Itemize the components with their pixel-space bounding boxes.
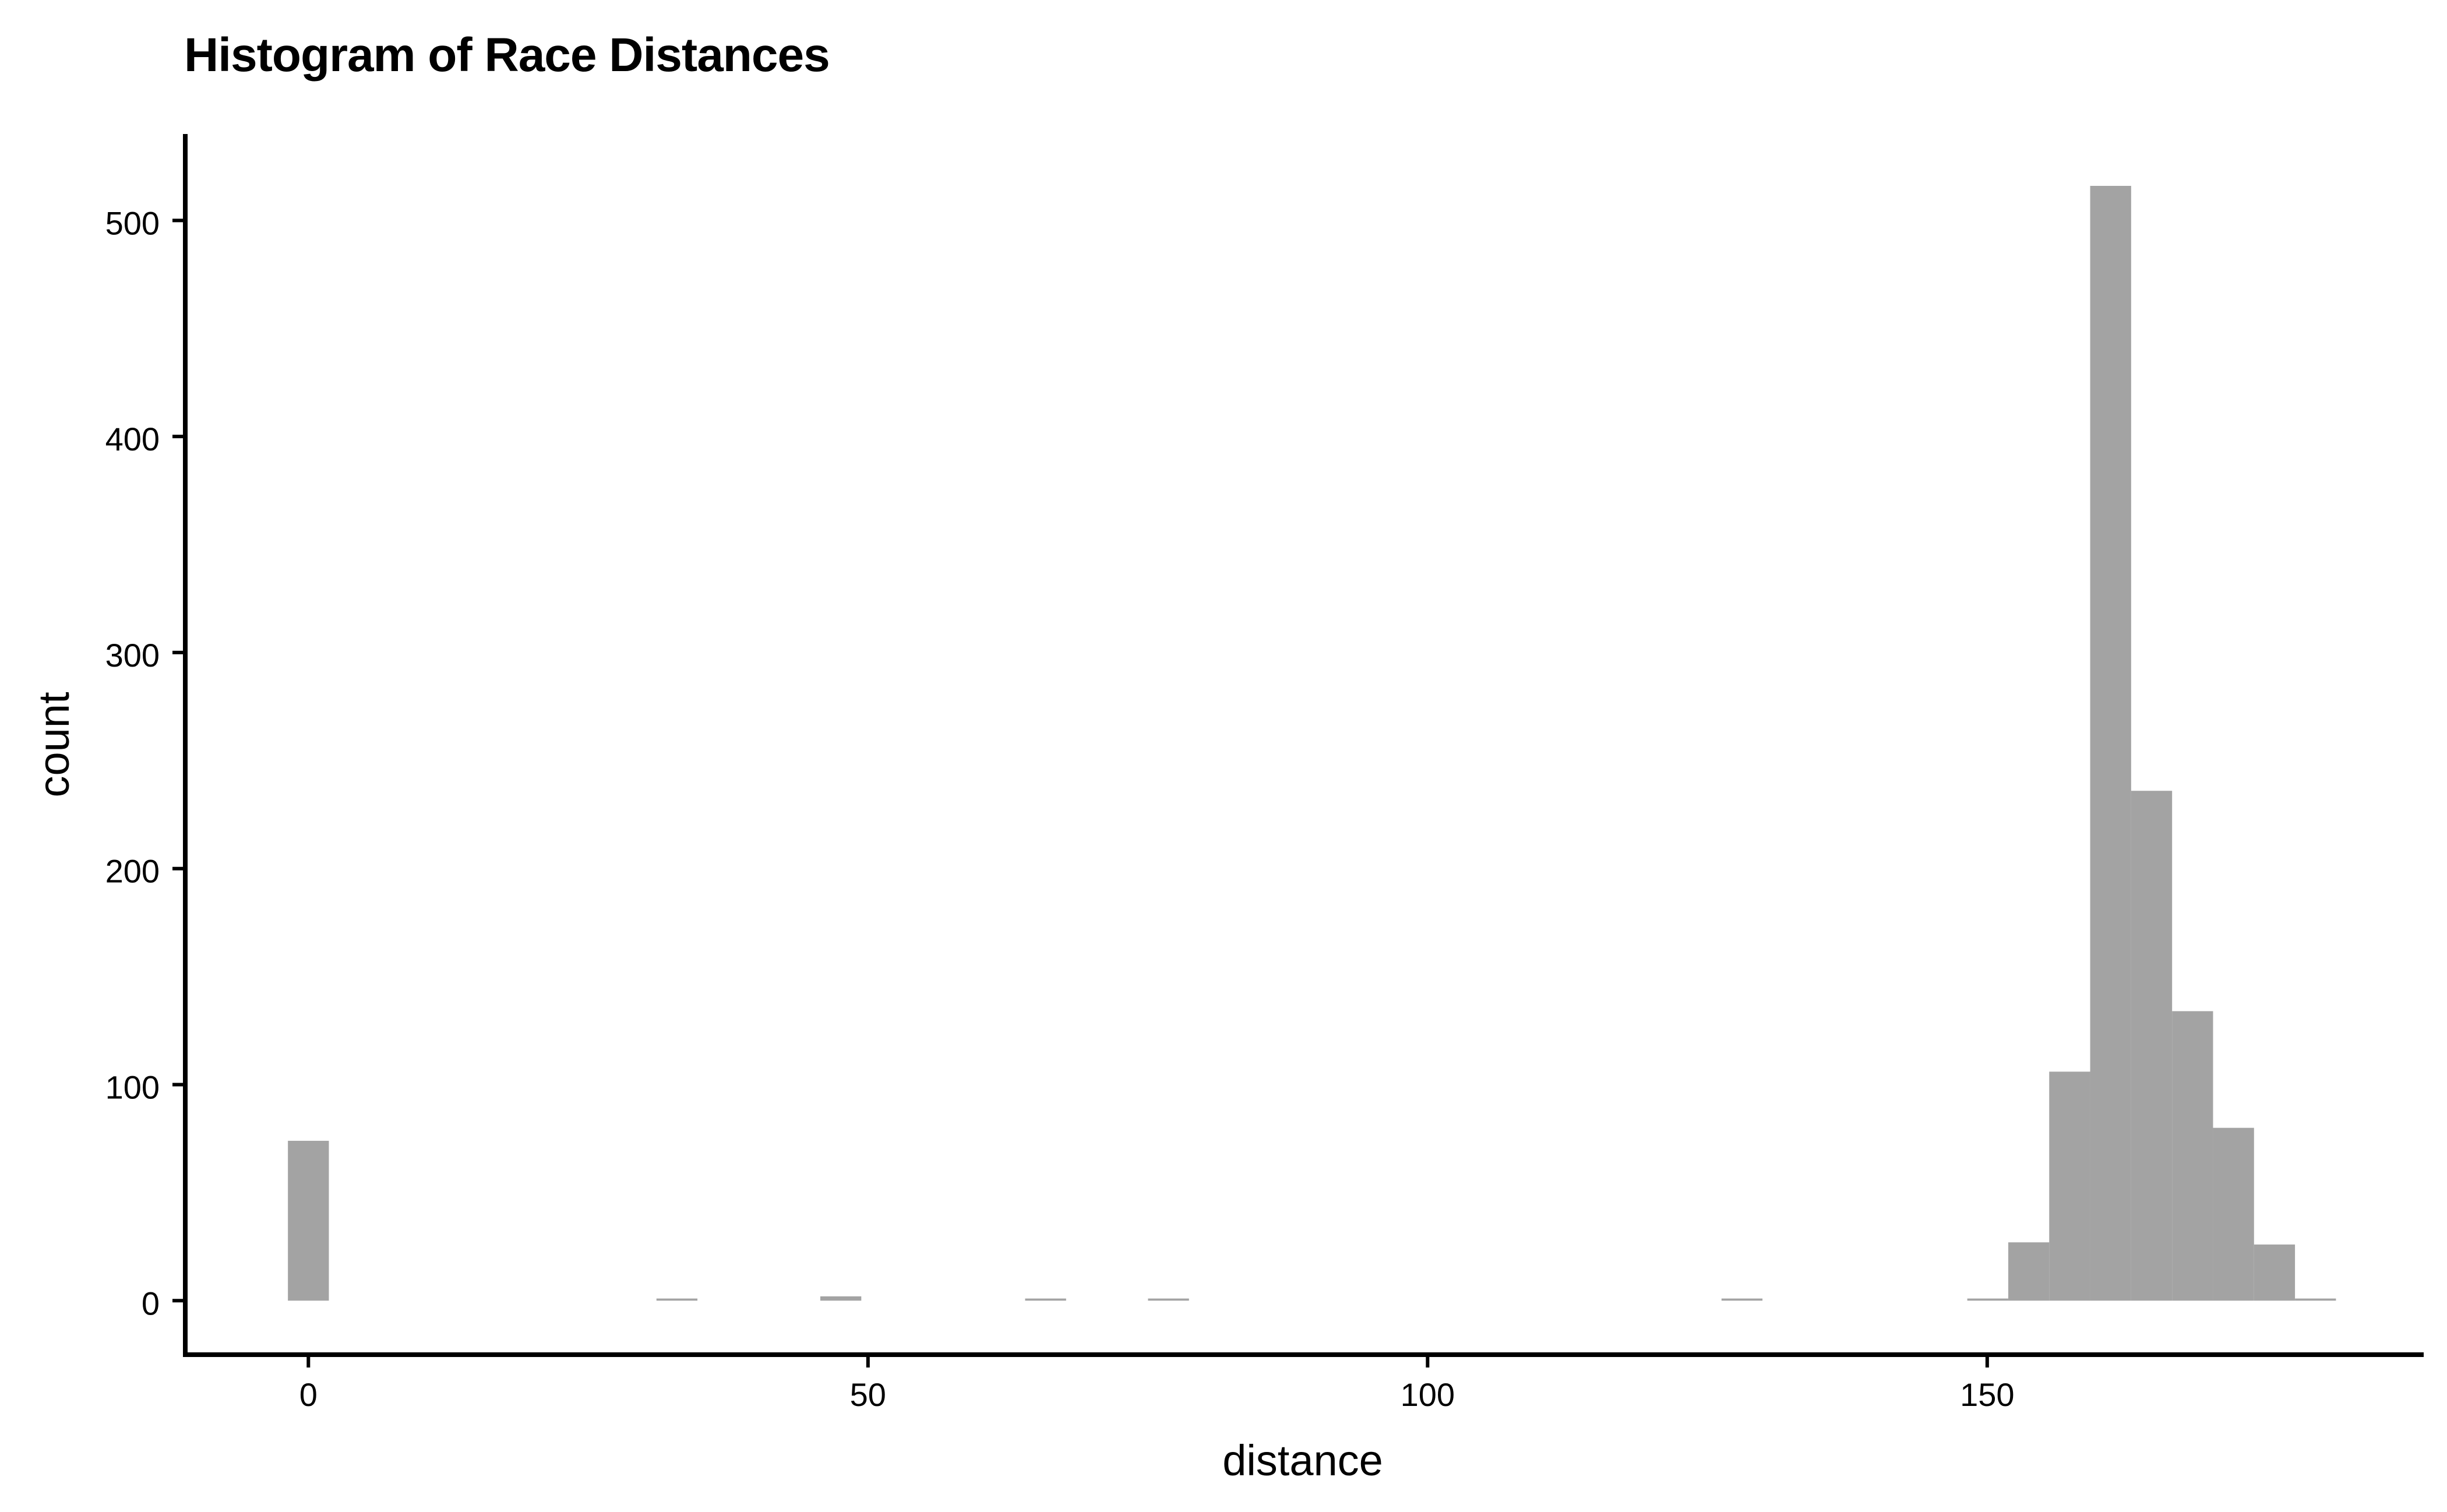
y-tick-label: 100 — [105, 1069, 160, 1106]
histogram-bar — [2131, 791, 2173, 1301]
chart-title: Histogram of Race Distances — [184, 29, 830, 82]
histogram-bar — [288, 1140, 329, 1301]
y-tick-label: 400 — [105, 421, 160, 457]
y-axis-label: count — [30, 692, 78, 797]
histogram-bar — [656, 1298, 698, 1301]
x-axis: 0 50 100 150 — [183, 1352, 2424, 1413]
histogram-bar — [1967, 1298, 2008, 1301]
y-tick-label: 0 — [142, 1285, 160, 1321]
x-tick-label: 100 — [1401, 1376, 1455, 1413]
histogram-bar — [2172, 1011, 2213, 1301]
x-tick-label: 150 — [1960, 1376, 2014, 1413]
histogram-bar — [1025, 1298, 1066, 1301]
x-tick-label: 50 — [850, 1376, 886, 1413]
histogram-bar — [2254, 1244, 2296, 1301]
histogram-bar — [1721, 1298, 1763, 1301]
histogram-bar — [1148, 1298, 1189, 1301]
histogram-bar — [2049, 1072, 2090, 1301]
y-axis: 0 100 200 300 400 500 — [105, 134, 188, 1357]
y-tick-label: 200 — [105, 853, 160, 890]
x-axis-label: distance — [1222, 1436, 1383, 1485]
y-tick-label: 300 — [105, 637, 160, 674]
histogram-bar — [2295, 1298, 2336, 1301]
histogram-bar — [2090, 185, 2131, 1301]
histogram-bar — [820, 1296, 862, 1301]
bars-group — [288, 185, 2336, 1301]
y-tick-label: 500 — [105, 205, 160, 241]
histogram-bar — [2213, 1127, 2254, 1301]
histogram-bar — [2008, 1242, 2050, 1301]
x-tick-label: 0 — [299, 1376, 318, 1413]
